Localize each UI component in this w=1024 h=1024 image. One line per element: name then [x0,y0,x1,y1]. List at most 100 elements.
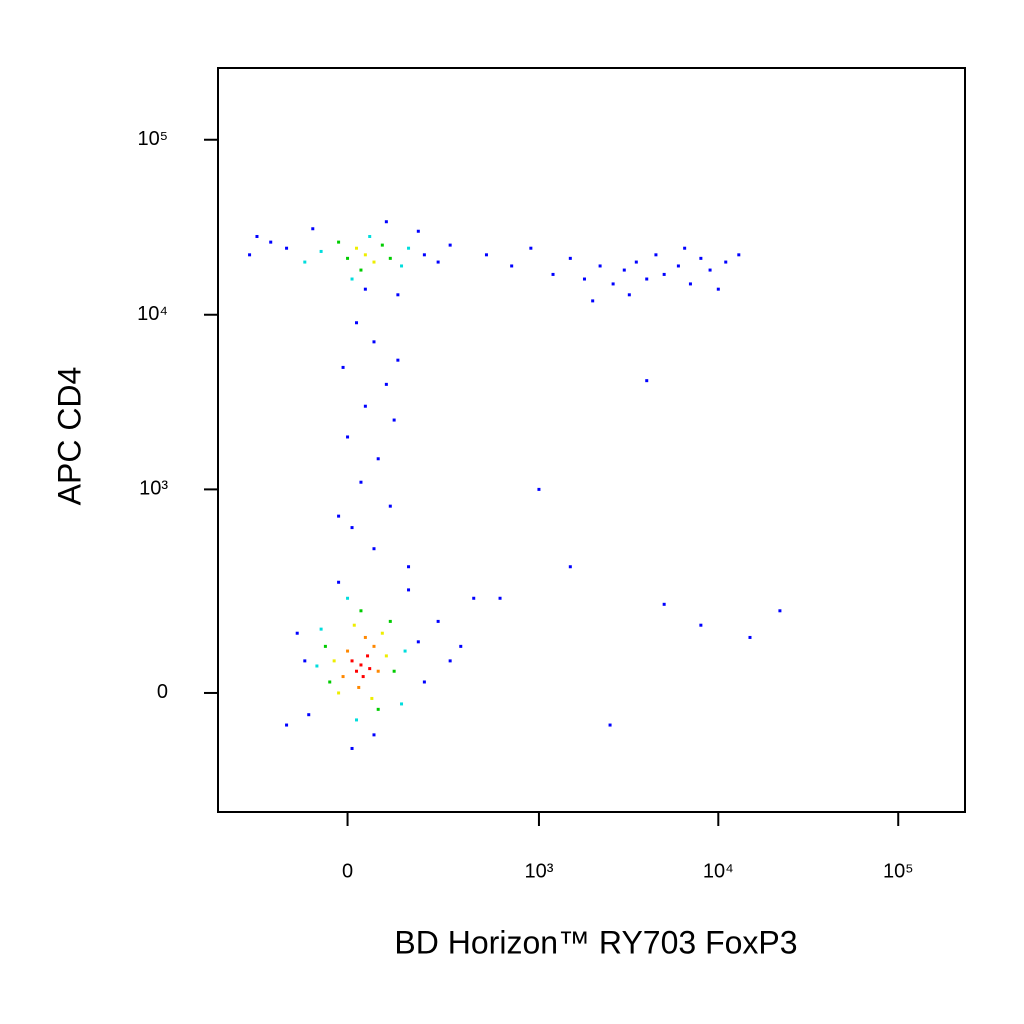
data-point [384,382,388,386]
data-point [708,268,712,272]
x-axis-label: BD Horizon™ RY703 FoxP3 [394,924,797,960]
x-tick-label: 0 [342,860,353,882]
data-point [407,246,411,250]
data-point [319,627,323,631]
data-point [337,580,341,584]
data-point [484,253,488,257]
data-point [376,669,380,673]
data-point [683,246,687,250]
data-point [724,260,728,264]
data-point [380,243,384,247]
data-point [403,649,407,653]
data-point [568,256,572,260]
data-point [372,260,376,264]
data-point [582,277,586,281]
data-point [598,264,602,268]
data-point [311,227,315,231]
data-point [355,321,359,325]
data-point [392,669,396,673]
data-point [269,240,273,244]
data-point [295,631,299,635]
data-point [459,644,463,648]
data-point [396,293,400,297]
data-point [676,264,680,268]
y-axis-label: APC CD4 [51,367,87,506]
data-point [627,293,631,297]
data-point [388,504,392,508]
data-point [359,609,363,613]
data-point [332,659,336,663]
data-point [366,654,370,658]
data-point [361,675,365,679]
data-point [396,358,400,362]
data-point [529,246,533,250]
data-point [716,287,720,291]
data-point [355,246,359,250]
data-point [346,256,350,260]
data-point [350,659,354,663]
data-point [392,418,396,422]
data-point [737,253,741,257]
data-point [341,675,345,679]
data-point [388,619,392,623]
x-tick-label: 10³ [524,860,553,882]
data-point [303,260,307,264]
data-point [407,588,411,592]
data-point [350,277,354,281]
data-point [436,619,440,623]
data-point [591,299,595,303]
data-point [372,733,376,737]
data-point [416,640,420,644]
data-point [323,644,327,648]
data-point [537,487,541,491]
data-point [337,514,341,518]
data-point [778,609,782,613]
data-point [372,644,376,648]
data-point [372,547,376,551]
data-point [568,565,572,569]
data-point [551,272,555,276]
data-point [662,272,666,276]
data-point [285,246,289,250]
data-point [662,602,666,606]
data-point [368,234,372,238]
data-point [498,596,502,600]
data-point [608,723,612,727]
data-point [350,746,354,750]
y-tick-label: 0 [157,681,168,703]
data-point [303,659,307,663]
data-point [448,243,452,247]
data-point [285,723,289,727]
data-point [448,659,452,663]
data-point [400,702,404,706]
data-point [384,220,388,224]
data-point [328,680,332,684]
data-point [472,596,476,600]
data-point [352,623,356,627]
data-point [510,264,514,268]
data-point [363,404,367,408]
data-point [346,596,350,600]
data-point [357,685,361,689]
data-point [363,635,367,639]
data-point [407,565,411,569]
y-tick-label: 10⁵ [137,128,168,150]
x-tick-label: 10⁴ [703,860,734,882]
data-point [645,277,649,281]
data-point [645,379,649,383]
data-point [363,287,367,291]
data-point [315,664,319,668]
data-point [422,680,426,684]
data-point [337,691,341,695]
data-point [337,240,341,244]
data-point [350,526,354,530]
y-tick-label: 10³ [139,478,168,500]
x-tick-label: 10⁵ [883,860,914,882]
data-point [699,623,703,627]
data-point [611,282,615,286]
data-point [355,718,359,722]
data-point [634,260,638,264]
data-point [654,253,658,257]
data-point [319,249,323,253]
